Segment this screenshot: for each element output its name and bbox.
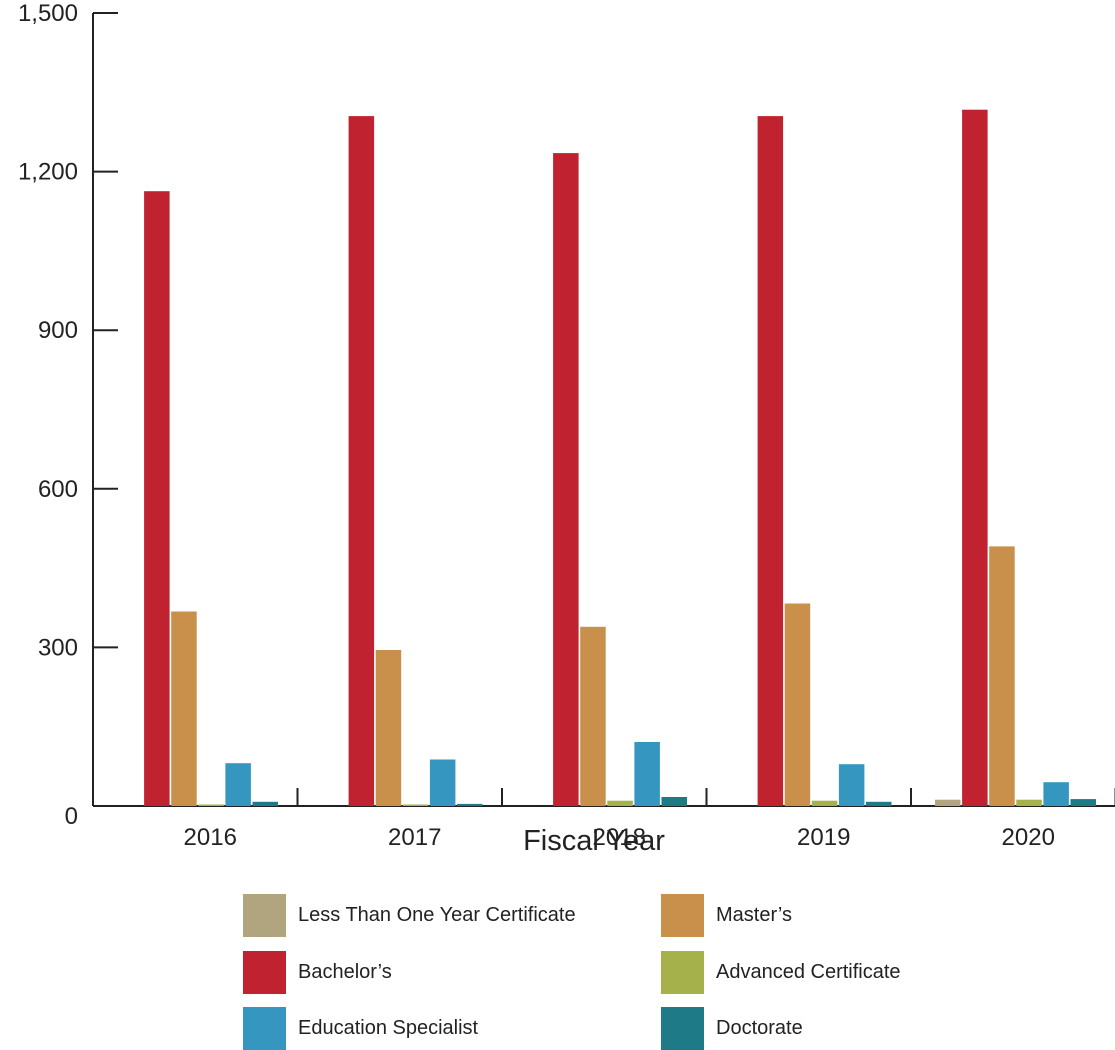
x-tick-label: 2018	[593, 824, 646, 851]
x-tick-label: 2017	[388, 824, 441, 851]
bar	[634, 742, 660, 806]
y-tick-label: 600	[38, 476, 78, 503]
legend-label: Doctorate	[716, 1016, 803, 1039]
y-axis: 0 300 600 900 1,200 1,500	[18, 0, 118, 830]
bar	[198, 804, 224, 806]
bar	[935, 799, 961, 806]
y-tick-label: 1,200	[18, 159, 78, 186]
legend-swatch	[243, 950, 286, 994]
bar	[457, 803, 483, 806]
y-tick-label: 0	[65, 803, 78, 830]
x-tick-label: 2019	[797, 824, 850, 851]
legend-label: Master’s	[716, 903, 792, 926]
bar	[1043, 782, 1069, 806]
legend-item-advanced-certificate: Advanced Certificate	[661, 950, 901, 994]
legend-item-less-than-one-year-certificate: Less Than One Year Certificate	[243, 893, 576, 937]
legend-label: Education Specialist	[298, 1016, 479, 1039]
legend-swatch	[661, 893, 704, 937]
y-tick-label: 900	[38, 317, 78, 344]
bar	[402, 804, 429, 806]
bar	[348, 116, 375, 807]
legend-swatch	[661, 950, 704, 994]
bar	[838, 764, 865, 806]
y-tick-label: 300	[38, 634, 78, 661]
x-axis-title: Fiscal Year	[523, 825, 665, 857]
legend-swatch	[661, 1006, 704, 1050]
bar	[580, 626, 606, 806]
bar	[962, 109, 988, 806]
x-tick-label: 2016	[184, 824, 237, 851]
bar	[757, 116, 784, 807]
legend-label: Less Than One Year Certificate	[298, 903, 576, 926]
bar	[553, 153, 579, 807]
bar	[171, 611, 197, 806]
bar	[866, 801, 892, 806]
legend-swatch	[243, 1006, 286, 1050]
bar	[1016, 799, 1042, 806]
y-tick-label: 1,500	[18, 0, 78, 27]
bar	[661, 797, 687, 806]
x-tick-label: 2020	[1002, 824, 1055, 851]
bar	[225, 763, 251, 806]
legend-label: Bachelor’s	[298, 960, 392, 983]
bar	[989, 546, 1015, 806]
bar	[375, 650, 402, 806]
bar	[811, 800, 838, 806]
legend-swatch	[243, 893, 286, 937]
legend-label: Advanced Certificate	[716, 960, 901, 983]
bar	[429, 759, 456, 806]
legend-item-bachelors: Bachelor’s	[243, 950, 392, 994]
bar	[1070, 799, 1096, 806]
legend-item-masters: Master’s	[661, 893, 792, 937]
bar	[144, 191, 170, 806]
bar	[607, 800, 633, 806]
legend-item-education-specialist: Education Specialist	[243, 1006, 478, 1050]
bar-series-group	[144, 109, 1096, 807]
bar	[252, 801, 278, 806]
legend: Less Than One Year Certificate Master’s …	[243, 893, 963, 1050]
legend-item-doctorate: Doctorate	[661, 1006, 803, 1050]
bar	[784, 603, 811, 806]
